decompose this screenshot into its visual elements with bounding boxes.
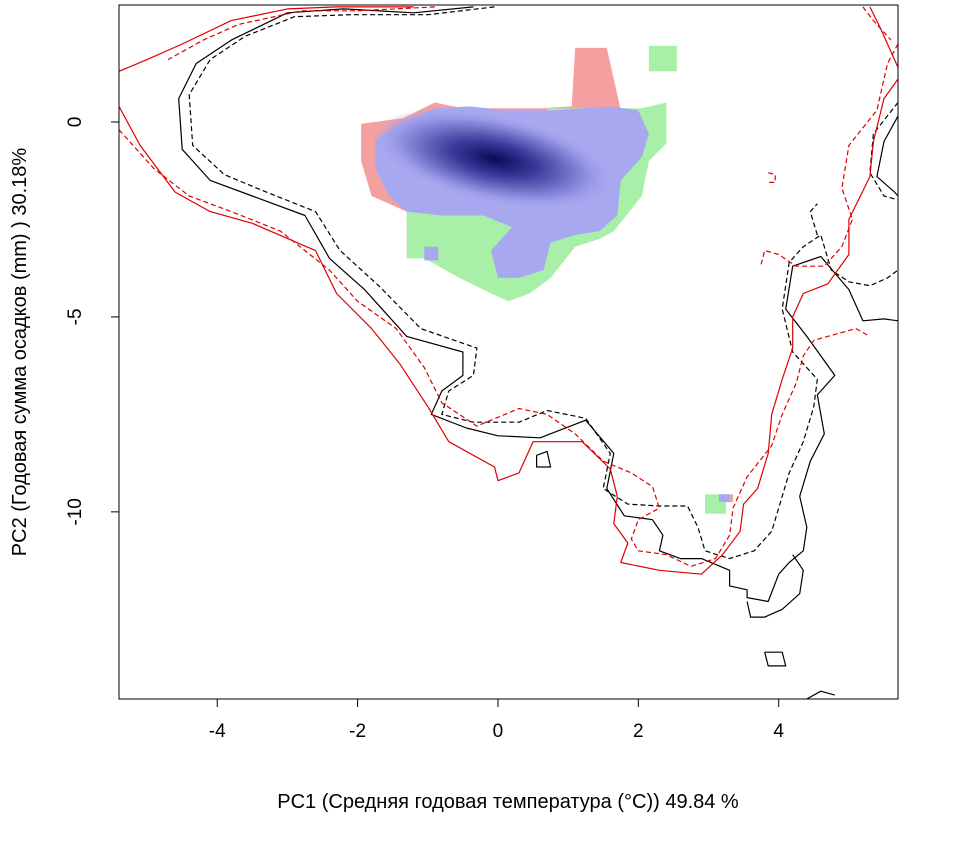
y-tick-label: -10 — [65, 498, 86, 525]
contour-line-6 — [535, 450, 552, 468]
region-overlap-square — [719, 494, 730, 503]
x-tick-label: -4 — [209, 721, 226, 742]
contour-line-15 — [760, 43, 898, 267]
x-tick-label: 4 — [773, 721, 784, 742]
y-tick-label: 0 — [65, 117, 86, 128]
contour-line-4 — [764, 651, 787, 667]
contour-line-5 — [806, 690, 835, 699]
axes: -4 -2 0 2 4 0 -5 -10 — [65, 117, 784, 742]
y-axis-title: PC2 (Годовая сумма осадков (mm) ) 30.18% — [9, 148, 31, 557]
contour-line-14 — [119, 129, 871, 568]
contour-line-10 — [119, 6, 414, 72]
contour-line-12 — [869, 6, 898, 68]
contour-line-9 — [809, 203, 818, 236]
contour-line-8 — [869, 102, 898, 201]
contour-line-17 — [768, 172, 776, 183]
contour-line-11 — [119, 78, 898, 575]
region-overlap-small — [424, 246, 439, 261]
plot-area — [119, 6, 898, 699]
x-tick-label: 2 — [633, 721, 644, 742]
contour-line-7 — [188, 6, 898, 560]
contour-line-16 — [862, 6, 892, 41]
y-tick-label: -5 — [65, 308, 86, 325]
contour-line-2 — [876, 115, 898, 197]
region-green-patch — [648, 45, 677, 72]
contour-line-13 — [167, 6, 435, 61]
x-axis-title: PC1 (Средняя годовая температура (°C)) 4… — [277, 791, 739, 813]
density-core — [373, 108, 615, 210]
x-tick-label: -2 — [349, 721, 366, 742]
region-red-only — [361, 47, 649, 212]
contour-line-1 — [178, 6, 898, 603]
plot-frame — [118, 4, 899, 700]
contour-line-3 — [746, 554, 804, 618]
x-tick-label: 0 — [493, 721, 504, 742]
